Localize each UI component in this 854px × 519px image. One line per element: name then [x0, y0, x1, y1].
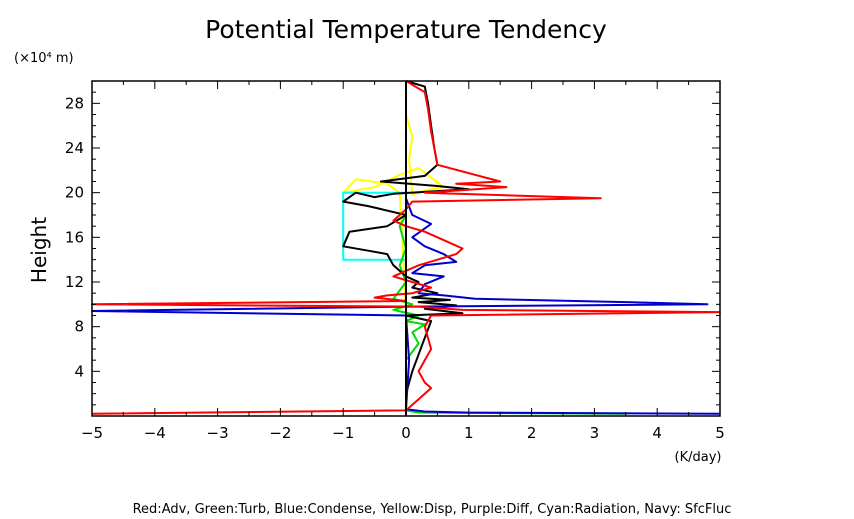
y-tick-label-2: 12 [65, 273, 84, 291]
y-tick-label-1: 8 [74, 318, 84, 336]
x-tick-label-2: −3 [207, 424, 229, 442]
y-tick-label-0: 4 [74, 362, 84, 380]
y-tick-label-5: 24 [65, 139, 84, 157]
x-tick-label-0: −5 [81, 424, 103, 442]
series-line-0 [342, 114, 445, 310]
y-tick-label-6: 28 [65, 94, 84, 112]
series-line-5 [91, 80, 721, 415]
x-tick-label-1: −4 [144, 424, 166, 442]
y-tick-label-4: 20 [65, 184, 84, 202]
series-layer [91, 80, 721, 415]
series-line-1 [342, 191, 406, 261]
chart-title: Potential Temperature Tendency [205, 15, 607, 44]
x-tick-label-7: 2 [527, 424, 537, 442]
legend-caption: Red:Adv, Green:Turb, Blue:Condense, Yell… [133, 502, 732, 517]
x-tick-label-9: 4 [652, 424, 662, 442]
y-tick-label-3: 16 [65, 228, 84, 246]
x-tick-label-8: 3 [590, 424, 600, 442]
x-tick-label-6: 1 [464, 424, 474, 442]
x-tick-label-3: −2 [269, 424, 291, 442]
series-line-3 [342, 80, 470, 411]
x-tick-label-5: 0 [401, 424, 411, 442]
x-tick-label-10: 5 [715, 424, 725, 442]
x-tick-label-4: −1 [332, 424, 354, 442]
x-unit-label: (K/day) [675, 450, 722, 465]
series-line-4 [91, 181, 721, 415]
y-unit-label: (×10⁴ m) [14, 51, 74, 66]
y-axis-label: Height [27, 217, 51, 283]
